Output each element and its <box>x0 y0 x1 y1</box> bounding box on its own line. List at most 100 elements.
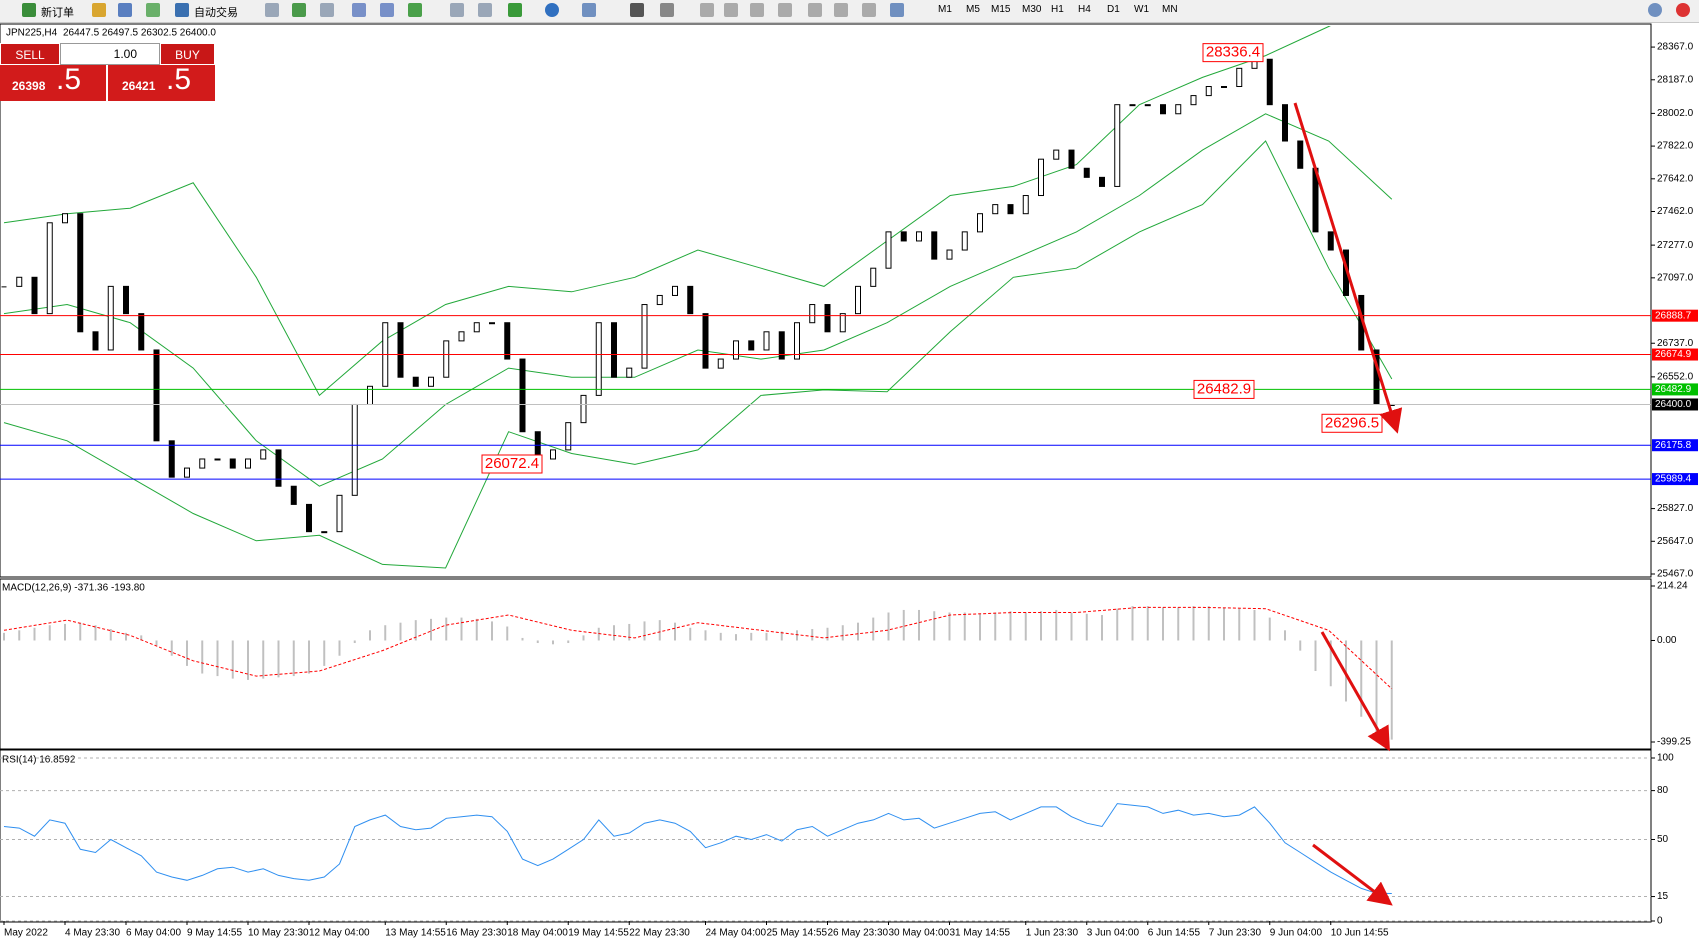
y-tick-label: 26737.0 <box>1657 338 1694 349</box>
x-tick-label: 26 May 23:30 <box>828 928 889 939</box>
y-tick-label: 27277.0 <box>1657 240 1694 251</box>
tool-icon[interactable] <box>320 3 334 17</box>
price-level-tag <box>1652 439 1698 452</box>
line-tool[interactable] <box>724 3 738 17</box>
new-order-icon <box>22 3 36 17</box>
buy-price: 26421 <box>122 79 156 93</box>
line-tool[interactable] <box>750 3 764 17</box>
templates[interactable] <box>582 3 596 17</box>
candle <box>1 286 7 288</box>
arrow-tool[interactable] <box>890 3 904 17</box>
timeframe-button[interactable]: M5 <box>966 4 980 15</box>
zoom-in[interactable] <box>352 3 366 17</box>
x-tick-label: 25 May 14:55 <box>767 928 828 939</box>
candle <box>397 322 404 378</box>
lot-field[interactable]: 1.00 <box>60 43 160 65</box>
candle <box>1175 104 1182 115</box>
candle <box>458 331 465 342</box>
tool-icon[interactable] <box>118 3 132 17</box>
candle <box>992 204 999 215</box>
buy-quote[interactable]: 26421 .5 <box>108 63 215 101</box>
new-order-button[interactable]: 新订单 <box>41 7 74 19</box>
candle <box>275 449 282 487</box>
timeframe-button[interactable]: MN <box>1162 4 1178 15</box>
candle <box>92 331 99 351</box>
trend-arrow <box>1312 843 1393 906</box>
price-level-tag <box>1652 473 1698 486</box>
candle <box>916 231 922 242</box>
x-tick-label: 30 May 04:00 <box>889 928 950 939</box>
candle <box>1068 149 1075 169</box>
y-tick-label: 27642.0 <box>1657 173 1694 184</box>
x-tick-label: 3 Jun 04:00 <box>1087 928 1140 939</box>
tool-icon[interactable] <box>478 3 492 17</box>
candle <box>1099 176 1105 187</box>
price-level-tag <box>1652 348 1698 361</box>
timeframe-button[interactable]: H4 <box>1078 4 1091 15</box>
timeframe-button[interactable]: M1 <box>938 4 952 15</box>
y-tick-label: 27822.0 <box>1657 141 1694 152</box>
candle <box>733 340 739 360</box>
candle <box>1327 231 1334 251</box>
tool-icon[interactable] <box>292 3 306 17</box>
timeframe-button[interactable]: D1 <box>1107 4 1120 15</box>
lot-value: 1.00 <box>113 47 137 61</box>
y-tick-label: 25467.0 <box>1657 569 1694 580</box>
candle <box>77 213 84 333</box>
candle <box>946 249 953 260</box>
tool-icon[interactable] <box>450 3 464 17</box>
tile[interactable] <box>408 3 422 17</box>
price-level-label: 26888.7 <box>1655 310 1692 321</box>
label-tool[interactable] <box>862 3 876 17</box>
y-tick-label: 28187.0 <box>1657 74 1694 85</box>
candle <box>473 322 480 333</box>
sell-button[interactable]: SELL <box>0 43 60 65</box>
macd-signal <box>3 606 1393 690</box>
candle <box>184 467 190 478</box>
timeframe-button[interactable]: H1 <box>1051 4 1064 15</box>
notifications[interactable] <box>1676 3 1690 17</box>
price-level-label: 26400.0 <box>1655 399 1692 410</box>
candle <box>123 285 129 315</box>
tool-icon[interactable] <box>265 3 279 17</box>
candle <box>168 440 175 478</box>
y-tick-label: 28367.0 <box>1657 42 1694 53</box>
candle <box>412 376 419 387</box>
tool-icon[interactable] <box>146 3 160 17</box>
x-tick-label: 9 Jun 04:00 <box>1270 928 1323 939</box>
candle <box>138 313 145 351</box>
annotation-label: 26296.5 <box>1325 414 1379 431</box>
search[interactable] <box>1648 3 1662 17</box>
auto-trade-button[interactable]: 自动交易 <box>194 7 238 19</box>
line-tool[interactable] <box>700 3 714 17</box>
candle <box>1221 86 1227 89</box>
crosshair[interactable] <box>660 3 674 17</box>
x-tick-label: 24 May 04:00 <box>706 928 767 939</box>
sell-price: 26398 <box>12 79 46 93</box>
cursor[interactable] <box>630 3 644 17</box>
candle <box>306 503 312 533</box>
candle <box>778 331 785 360</box>
indicators[interactable] <box>508 3 522 17</box>
candle <box>489 322 495 325</box>
timeframe-button[interactable]: W1 <box>1134 4 1149 15</box>
zoom-out[interactable] <box>380 3 394 17</box>
periods[interactable] <box>545 3 559 17</box>
sell-quote[interactable]: 26398 .5 <box>0 63 108 101</box>
line-tool[interactable] <box>778 3 792 17</box>
fib-tool[interactable] <box>808 3 822 17</box>
candle <box>321 531 328 534</box>
x-tick-label: May 2022 <box>4 928 48 939</box>
candle <box>641 304 648 369</box>
buy-button[interactable]: BUY <box>160 43 215 65</box>
timeframe-button[interactable]: M30 <box>1022 4 1042 15</box>
candle <box>351 403 358 496</box>
y-tick-label: 0.00 <box>1657 635 1677 646</box>
timeframe-button[interactable]: M15 <box>991 4 1011 15</box>
annotation-box <box>1193 379 1255 399</box>
tool-icon[interactable] <box>92 3 106 17</box>
price-level-label: 25989.4 <box>1655 474 1692 485</box>
candle <box>595 322 602 396</box>
text-tool[interactable] <box>834 3 848 17</box>
